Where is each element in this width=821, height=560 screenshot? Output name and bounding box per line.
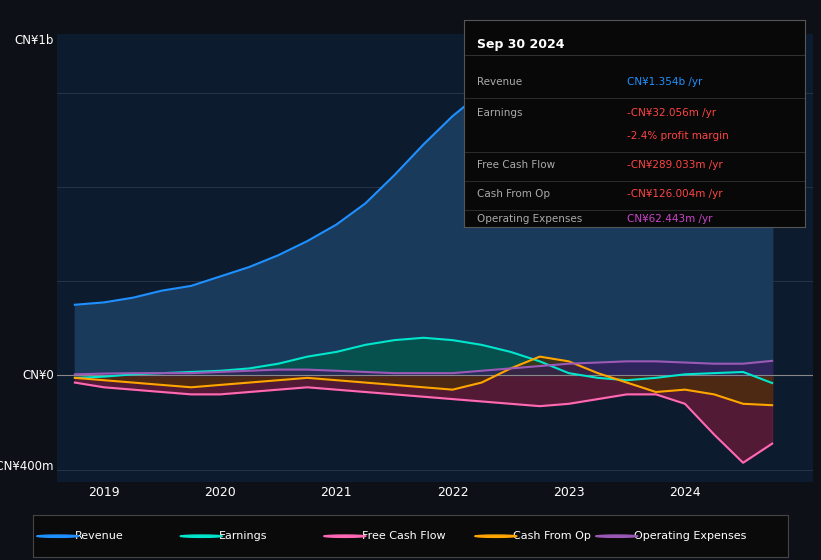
Text: CN¥62.443m /yr: CN¥62.443m /yr	[627, 213, 713, 223]
Circle shape	[323, 535, 366, 538]
Circle shape	[595, 535, 638, 538]
Text: Operating Expenses: Operating Expenses	[478, 213, 583, 223]
Circle shape	[37, 535, 79, 538]
Text: Free Cash Flow: Free Cash Flow	[362, 531, 446, 541]
Text: Revenue: Revenue	[478, 77, 523, 87]
Text: Free Cash Flow: Free Cash Flow	[478, 160, 556, 170]
Text: Cash From Op: Cash From Op	[478, 189, 551, 199]
Circle shape	[475, 535, 517, 538]
Text: Cash From Op: Cash From Op	[513, 531, 591, 541]
Text: -CN¥126.004m /yr: -CN¥126.004m /yr	[627, 189, 723, 199]
Text: -CN¥400m: -CN¥400m	[0, 460, 53, 473]
Circle shape	[180, 535, 222, 538]
Text: CN¥0: CN¥0	[22, 370, 53, 382]
Text: Revenue: Revenue	[76, 531, 124, 541]
Text: Operating Expenses: Operating Expenses	[634, 531, 746, 541]
Text: -2.4% profit margin: -2.4% profit margin	[627, 130, 729, 141]
Text: CN¥1b: CN¥1b	[14, 34, 53, 46]
Text: -CN¥289.033m /yr: -CN¥289.033m /yr	[627, 160, 723, 170]
Text: -CN¥32.056m /yr: -CN¥32.056m /yr	[627, 108, 717, 118]
Text: Earnings: Earnings	[218, 531, 267, 541]
Text: Sep 30 2024: Sep 30 2024	[478, 38, 565, 52]
Text: CN¥1.354b /yr: CN¥1.354b /yr	[627, 77, 703, 87]
Text: Earnings: Earnings	[478, 108, 523, 118]
